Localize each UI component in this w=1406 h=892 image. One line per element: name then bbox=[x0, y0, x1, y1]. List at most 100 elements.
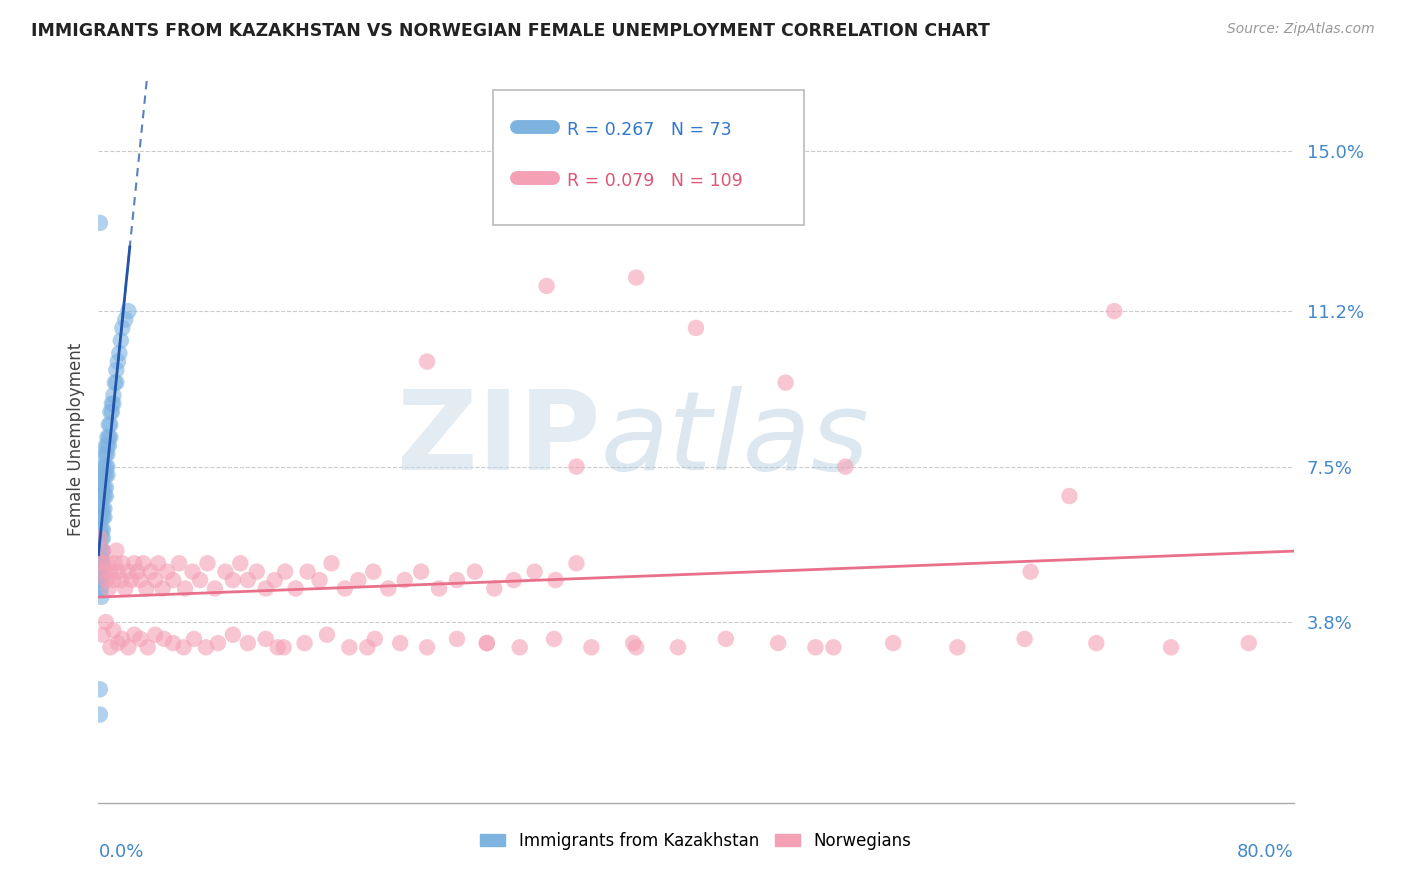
Point bbox=[946, 640, 969, 655]
Point bbox=[89, 489, 111, 503]
Point bbox=[188, 573, 211, 587]
Point bbox=[214, 565, 236, 579]
Point bbox=[333, 582, 356, 596]
Point bbox=[97, 582, 120, 596]
Point bbox=[89, 682, 111, 697]
Text: 0.0%: 0.0% bbox=[98, 843, 143, 861]
Point bbox=[90, 590, 112, 604]
Point bbox=[183, 632, 205, 646]
Point bbox=[90, 582, 112, 596]
Point bbox=[107, 636, 129, 650]
Point bbox=[882, 636, 904, 650]
Y-axis label: Female Unemployment: Female Unemployment bbox=[66, 343, 84, 536]
Point bbox=[98, 640, 122, 655]
Point bbox=[114, 582, 136, 596]
Point bbox=[153, 632, 176, 646]
Point bbox=[543, 632, 565, 646]
Point bbox=[124, 628, 146, 642]
Point bbox=[416, 640, 439, 655]
Point bbox=[89, 531, 111, 545]
Point bbox=[117, 640, 139, 655]
Point bbox=[103, 573, 125, 587]
Point bbox=[254, 582, 277, 596]
Point bbox=[446, 573, 468, 587]
Point bbox=[626, 640, 648, 655]
Point bbox=[464, 565, 486, 579]
Point bbox=[105, 363, 128, 377]
Point bbox=[91, 543, 114, 558]
Point bbox=[101, 405, 124, 419]
Point bbox=[475, 636, 498, 650]
Point bbox=[90, 481, 112, 495]
Point bbox=[90, 573, 112, 587]
Point bbox=[91, 489, 114, 503]
Point bbox=[139, 565, 162, 579]
Point bbox=[91, 459, 114, 474]
Point bbox=[114, 312, 136, 326]
Point bbox=[446, 632, 468, 646]
Point bbox=[93, 481, 115, 495]
Point bbox=[96, 430, 118, 444]
Point bbox=[162, 636, 184, 650]
Point bbox=[321, 556, 343, 570]
Point bbox=[117, 565, 139, 579]
Point bbox=[274, 565, 297, 579]
Point bbox=[90, 510, 112, 524]
Point bbox=[110, 573, 132, 587]
Point bbox=[363, 565, 385, 579]
Point bbox=[263, 573, 285, 587]
Point bbox=[96, 439, 118, 453]
Point bbox=[377, 582, 399, 596]
Point bbox=[103, 624, 125, 638]
Point bbox=[347, 573, 370, 587]
Point bbox=[90, 489, 112, 503]
Point bbox=[93, 501, 115, 516]
Point bbox=[267, 640, 290, 655]
Point bbox=[98, 430, 122, 444]
Point bbox=[107, 565, 129, 579]
Point bbox=[236, 636, 259, 650]
Point bbox=[89, 216, 111, 230]
Point bbox=[108, 346, 131, 360]
Point bbox=[143, 573, 166, 587]
Point bbox=[120, 573, 142, 587]
Point bbox=[89, 543, 111, 558]
Point bbox=[96, 459, 118, 474]
Point bbox=[181, 565, 204, 579]
Point bbox=[93, 489, 115, 503]
Point bbox=[173, 640, 195, 655]
Point bbox=[565, 459, 588, 474]
Point bbox=[544, 573, 567, 587]
Point bbox=[111, 556, 134, 570]
Point bbox=[98, 405, 122, 419]
Point bbox=[162, 573, 184, 587]
Point bbox=[89, 582, 111, 596]
Point bbox=[135, 582, 157, 596]
Point bbox=[129, 632, 152, 646]
Point bbox=[685, 321, 707, 335]
Point bbox=[174, 582, 197, 596]
Point bbox=[626, 270, 648, 285]
Point bbox=[91, 556, 114, 570]
Point bbox=[94, 439, 117, 453]
Point bbox=[297, 565, 319, 579]
Point bbox=[93, 510, 115, 524]
Point bbox=[394, 573, 416, 587]
Point bbox=[104, 376, 127, 390]
Point bbox=[284, 582, 307, 596]
Point bbox=[1019, 565, 1042, 579]
Point bbox=[509, 640, 531, 655]
Point bbox=[89, 565, 111, 579]
Point bbox=[89, 523, 111, 537]
Point bbox=[523, 565, 546, 579]
Point bbox=[93, 459, 115, 474]
Point bbox=[484, 582, 506, 596]
Point bbox=[273, 640, 295, 655]
Point bbox=[89, 531, 111, 545]
Point bbox=[148, 556, 170, 570]
Point bbox=[111, 632, 134, 646]
Point bbox=[89, 707, 111, 722]
Text: 80.0%: 80.0% bbox=[1237, 843, 1294, 861]
Legend: Immigrants from Kazakhstan, Norwegians: Immigrants from Kazakhstan, Norwegians bbox=[474, 825, 918, 856]
Point bbox=[90, 543, 112, 558]
